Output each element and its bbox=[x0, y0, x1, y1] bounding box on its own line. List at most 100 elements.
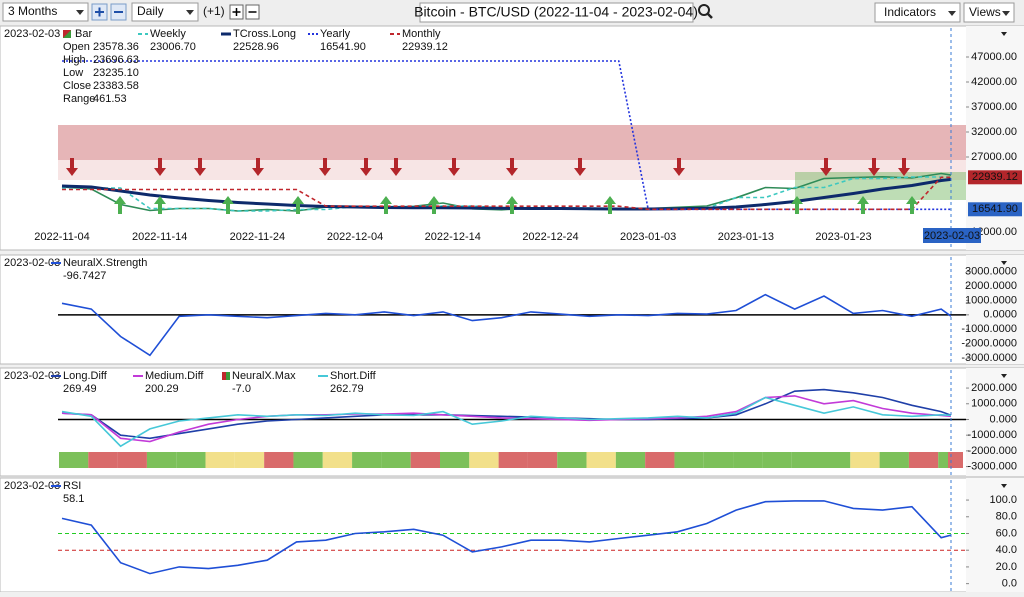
y-tick-label: 100.0 bbox=[989, 494, 1017, 506]
signal-cell bbox=[59, 452, 89, 468]
x-tick-label: 2023-01-03 bbox=[620, 231, 676, 243]
axis-area bbox=[966, 478, 1024, 592]
y-tick-label: 12000.00 bbox=[971, 226, 1017, 238]
ohlc-value: 23696.63 bbox=[93, 54, 139, 66]
legend-name: NeuralX.Max bbox=[232, 370, 296, 382]
signal-cell bbox=[205, 452, 235, 468]
buy-arrow bbox=[506, 196, 518, 214]
y-tick-label: 3000.0000 bbox=[965, 265, 1017, 277]
dropdown-icon bbox=[186, 10, 194, 15]
panel-date: 2023-02-03 bbox=[4, 257, 60, 269]
plus-icon bbox=[232, 8, 241, 16]
panel-date: 2023-02-03 bbox=[4, 480, 60, 492]
buy-arrow bbox=[906, 196, 918, 214]
signal-cell bbox=[117, 452, 147, 468]
y-tick-label: 42000.00 bbox=[971, 76, 1017, 88]
collapse-icon bbox=[1001, 32, 1007, 36]
signal-cell bbox=[908, 452, 939, 468]
legend-name: Yearly bbox=[320, 28, 351, 40]
sell-arrow bbox=[898, 158, 910, 176]
collapse-icon bbox=[1001, 261, 1007, 265]
legend-swatch bbox=[63, 30, 71, 38]
current-date-box bbox=[923, 228, 981, 243]
symbol-box[interactable] bbox=[419, 2, 694, 23]
buy-arrow bbox=[114, 196, 126, 214]
y-tick-label: 40.0 bbox=[996, 544, 1017, 556]
buy-arrow bbox=[222, 196, 234, 214]
x-tick-label: 2022-12-14 bbox=[425, 231, 481, 243]
sell-arrow bbox=[868, 158, 880, 176]
price-box-label: 16541.90 bbox=[972, 203, 1018, 215]
sell-arrow bbox=[194, 158, 206, 176]
legend-name: Monthly bbox=[402, 28, 441, 40]
signal-cell bbox=[440, 452, 470, 468]
legend-name: Short.Diff bbox=[330, 370, 377, 382]
series-line bbox=[62, 176, 951, 211]
y-tick-label: 1000.000 bbox=[971, 398, 1017, 410]
views-select[interactable] bbox=[963, 2, 1015, 23]
legend-name: TCross.Long bbox=[233, 28, 296, 40]
y-tick-label: -3000.0000 bbox=[961, 352, 1017, 364]
collapse-icon bbox=[1001, 374, 1007, 378]
panel bbox=[0, 477, 1024, 593]
dropdown-icon bbox=[948, 11, 956, 16]
price-box-label: 22939.12 bbox=[972, 171, 1018, 183]
legend-value: 22528.96 bbox=[233, 41, 279, 53]
dropdown-icon bbox=[76, 10, 84, 15]
legend-name: Medium.Diff bbox=[145, 370, 204, 382]
buy-arrow bbox=[292, 196, 304, 214]
views-text: Views bbox=[969, 5, 1001, 19]
signal-cell bbox=[498, 452, 528, 468]
x-tick-label: 2022-12-24 bbox=[522, 231, 578, 243]
sell-arrow bbox=[252, 158, 264, 176]
ohlc-value: 23235.10 bbox=[93, 67, 139, 79]
legend-name: RSI bbox=[63, 480, 81, 492]
ohlc-label: Open bbox=[63, 41, 90, 53]
x-tick-label: 2022-12-04 bbox=[327, 231, 383, 243]
legend-value: -7.0 bbox=[232, 383, 251, 395]
y-tick-label: -3000.000 bbox=[967, 460, 1017, 472]
search-icon[interactable] bbox=[698, 4, 713, 19]
legend-value: 22939.12 bbox=[402, 41, 448, 53]
signal-cell bbox=[293, 452, 323, 468]
signal-cell bbox=[879, 452, 909, 468]
panel bbox=[0, 254, 1024, 365]
signal-cell bbox=[645, 452, 675, 468]
signal-cell bbox=[948, 452, 963, 468]
y-tick-label: -1000.000 bbox=[967, 429, 1017, 441]
y-tick-label: 0.000 bbox=[989, 413, 1017, 425]
y-tick-label: 0.0000 bbox=[983, 309, 1017, 321]
panel-date: 2023-02-03 bbox=[4, 370, 60, 382]
legend-value: 23006.70 bbox=[150, 41, 196, 53]
sell-arrow bbox=[448, 158, 460, 176]
ohlc-value: 23383.58 bbox=[93, 80, 139, 92]
price-box bbox=[968, 202, 1022, 217]
legend-value: 200.29 bbox=[145, 383, 179, 395]
ohlc-label: Low bbox=[63, 67, 83, 79]
period-select[interactable] bbox=[2, 2, 89, 22]
y-tick-label: -1000.0000 bbox=[961, 323, 1017, 335]
interval-select[interactable] bbox=[131, 2, 199, 22]
buy-arrow bbox=[604, 196, 616, 214]
y-tick-label: 0.0 bbox=[1002, 578, 1017, 590]
legend-value: 16541.90 bbox=[320, 41, 366, 53]
signal-cell bbox=[410, 452, 440, 468]
legend-name: Bar bbox=[75, 28, 92, 40]
sell-arrow bbox=[154, 158, 166, 176]
x-tick-label: 2022-11-24 bbox=[230, 231, 285, 243]
legend-value: 262.79 bbox=[330, 383, 364, 395]
signal-cell bbox=[821, 452, 851, 468]
buy-arrow bbox=[154, 196, 166, 214]
y-tick-label: 2000.0000 bbox=[965, 280, 1017, 292]
buy-arrow bbox=[857, 196, 869, 214]
signal-cell bbox=[586, 452, 616, 468]
series-line bbox=[61, 396, 952, 448]
period-text: 3 Months bbox=[8, 4, 57, 18]
y-tick-label: 37000.00 bbox=[971, 101, 1017, 113]
x-tick-label: 2022-11-14 bbox=[132, 231, 187, 243]
indicators-text: Indicators bbox=[884, 5, 936, 19]
offset-text: (+1) bbox=[203, 4, 225, 18]
y-tick-label: 27000.00 bbox=[971, 151, 1017, 163]
indicators-select[interactable] bbox=[874, 2, 961, 23]
